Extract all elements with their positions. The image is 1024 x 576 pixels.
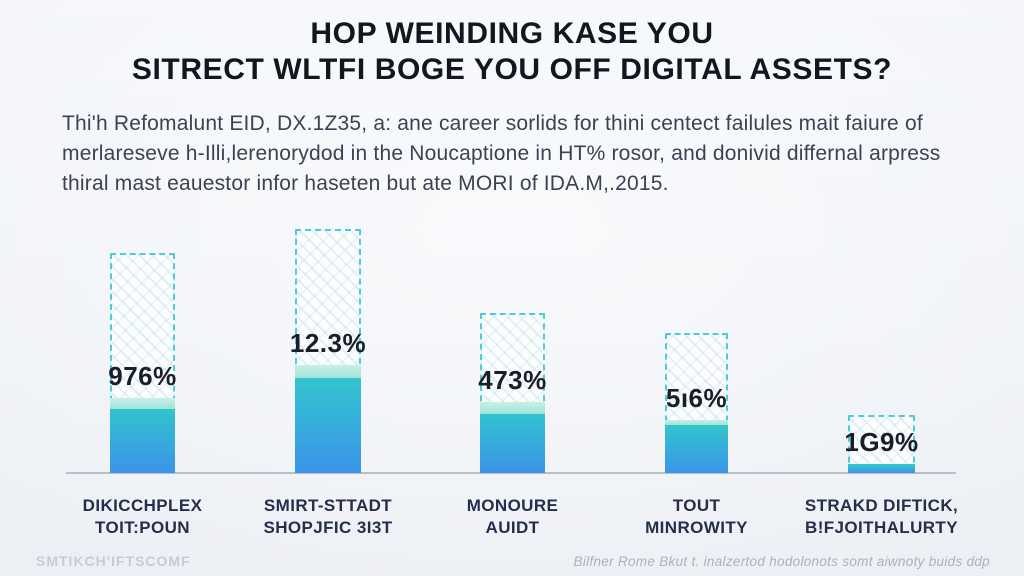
intro-line-2: merlareseve h-Illi,lerenorydod in the No… <box>62 142 941 165</box>
bar-fill <box>295 365 361 473</box>
footnote-text: Bilfner Rome Bkut t. inalzertod hodolono… <box>573 554 990 569</box>
bar-fill-highlight <box>295 365 361 378</box>
bar-value-label: 5ı6% <box>665 383 728 413</box>
bar-fill-highlight <box>110 398 175 409</box>
category-line-1: TOUT <box>672 496 721 515</box>
bar-value-label: 473% <box>478 365 547 395</box>
bar-target-outline <box>848 415 915 473</box>
title-line-1: HOP WEINDING KASE YOU <box>310 17 714 50</box>
bar-category-label: SMIRT-STTADT SHOPJFIC 3I3T <box>218 495 438 539</box>
category-line-1: STRAKD DIFTICK, <box>804 496 959 515</box>
category-line-1: MONOURE <box>466 496 559 515</box>
category-line-2: MINROWITY <box>645 518 748 537</box>
bar-fill <box>848 464 915 473</box>
page-title: HOP WEINDING KASE YOU SITRECT WLTFI BOGE… <box>0 16 1024 88</box>
category-line-1: SMIRT-STTADT <box>263 496 393 515</box>
bar-category-label: STRAKD DIFTICK, B!FJOITHALURTY <box>772 495 992 539</box>
bar-value-label: 976% <box>108 361 177 391</box>
bar-fill-highlight <box>665 420 728 425</box>
bar-value-label: 1G9% <box>844 427 919 457</box>
bar-value-label: 12.3% <box>289 328 367 358</box>
bar-fill <box>480 402 545 473</box>
intro-line-3: thiral mast eauestor infor haseten but a… <box>62 172 669 195</box>
category-line-1: DIKICCHPLEX <box>82 496 203 515</box>
category-line-2: SHOPJFIC 3I3T <box>263 518 393 537</box>
bar-category-label: TOUT MINROWITY <box>587 495 807 539</box>
intro-paragraph: Thi'h Refomalunt EID, DX.1Z35, a: ane ca… <box>62 109 952 199</box>
title-line-2: SITRECT WLTFI BOGE YOU OFF DIGITAL ASSET… <box>131 53 893 86</box>
category-line-2: AUIDT <box>485 518 540 537</box>
source-watermark: SMTIKCH'IFTSCOMF <box>36 553 191 569</box>
category-line-2: B!FJOITHALURTY <box>805 518 958 537</box>
bar-fill <box>110 398 175 473</box>
axis-baseline <box>66 472 956 474</box>
intro-line-1: Thi'h Refomalunt EID, DX.1Z35, a: ane ca… <box>62 112 923 135</box>
bar-category-label: MONOURE AUIDT <box>403 495 623 539</box>
bar-category-label: DIKICCHPLEX TOIT:POUN <box>33 495 253 539</box>
bar-fill-highlight <box>480 402 545 414</box>
category-line-2: TOIT:POUN <box>95 518 190 537</box>
bar-fill <box>665 420 728 473</box>
